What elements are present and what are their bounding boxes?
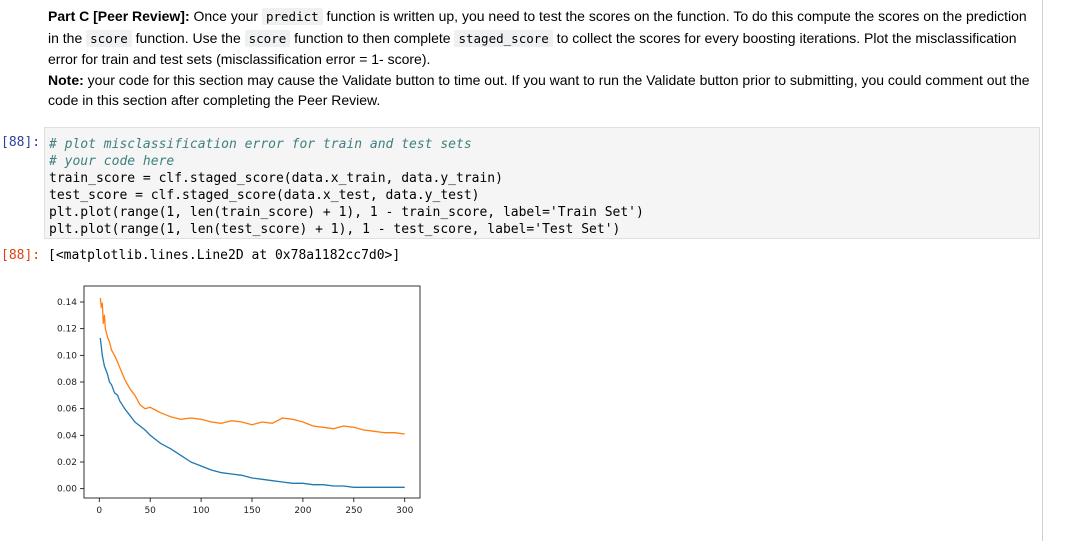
inline-code-score-2: score: [244, 29, 291, 47]
note-paragraph: Note: your code for this section may cau…: [48, 70, 1038, 111]
series-layer: [99, 297, 405, 488]
instr-text-5: to collect the scores for every boosting…: [48, 29, 1017, 68]
x-tick-label: 100: [192, 506, 209, 516]
test-error-line: [99, 297, 405, 435]
code-line-3: train_score = clf.staged_score(data.x_tr…: [49, 171, 503, 186]
markdown-cell: Part C [Peer Review]: Once your predict …: [48, 6, 1038, 111]
instructions-paragraph: Part C [Peer Review]: Once your predict …: [48, 6, 1038, 70]
code-line-2: # your code here: [49, 154, 175, 169]
code-line-4: test_score = clf.staged_score(data.x_tes…: [49, 188, 480, 203]
y-tick-label: 0.12: [57, 325, 77, 335]
code-line-1: # plot misclassification error for train…: [49, 137, 472, 152]
part-heading: Part C [Peer Review]:: [48, 8, 190, 24]
instr-text-2: function is written up, you need to test…: [48, 8, 1027, 46]
note-label: Note:: [48, 71, 84, 88]
x-tick-label: 300: [396, 506, 413, 516]
note-text: your code for this section may cause the…: [48, 71, 1030, 109]
y-tick-label: 0.00: [57, 485, 77, 495]
y-tick-label: 0.02: [57, 458, 77, 468]
x-tick-label: 250: [345, 506, 362, 516]
y-tick-label: 0.04: [57, 431, 77, 441]
inline-code-score-1: score: [86, 29, 132, 47]
plot-area: [83, 285, 421, 499]
y-tick-label: 0.10: [57, 351, 77, 361]
notebook-right-border: [1042, 0, 1043, 541]
output-text: [<matplotlib.lines.Line2D at 0x78a1182cc…: [48, 248, 401, 263]
y-tick-label: 0.06: [57, 405, 77, 415]
output-prompt: [88]:: [1, 248, 41, 263]
x-tick-label: 200: [294, 506, 311, 516]
code-cell-input[interactable]: # plot misclassification error for train…: [44, 127, 1040, 239]
x-tick-label: 0: [96, 506, 102, 516]
y-tick-label: 0.08: [57, 378, 77, 388]
y-tick-label: 0.14: [57, 298, 77, 308]
instr-text-1: Once your: [189, 8, 262, 24]
code-line-5: plt.plot(range(1, len(train_score) + 1),…: [49, 205, 644, 220]
inline-code-predict: predict: [261, 8, 323, 25]
train-error-line: [99, 337, 405, 488]
instr-text-3: function. Use the: [131, 29, 245, 46]
misclassification-chart: 0 50 100 150 200 250 300 0.00 0.02 0.04 0.06 0.08 0.…: [57, 285, 421, 516]
axis-ticks: 0 50 100 150 200 250 300 0.00 0.02 0.04 0.06 0.08 0.…: [57, 298, 414, 516]
code-editor[interactable]: # plot misclassification error for train…: [49, 136, 644, 238]
x-tick-label: 150: [243, 506, 260, 516]
input-prompt: [88]:: [1, 135, 41, 150]
inline-code-staged-score: staged_score: [454, 29, 553, 47]
code-line-6: plt.plot(range(1, len(test_score) + 1), …: [49, 222, 621, 237]
instr-text-4: function to then complete: [290, 29, 455, 46]
x-tick-label: 50: [144, 506, 156, 516]
